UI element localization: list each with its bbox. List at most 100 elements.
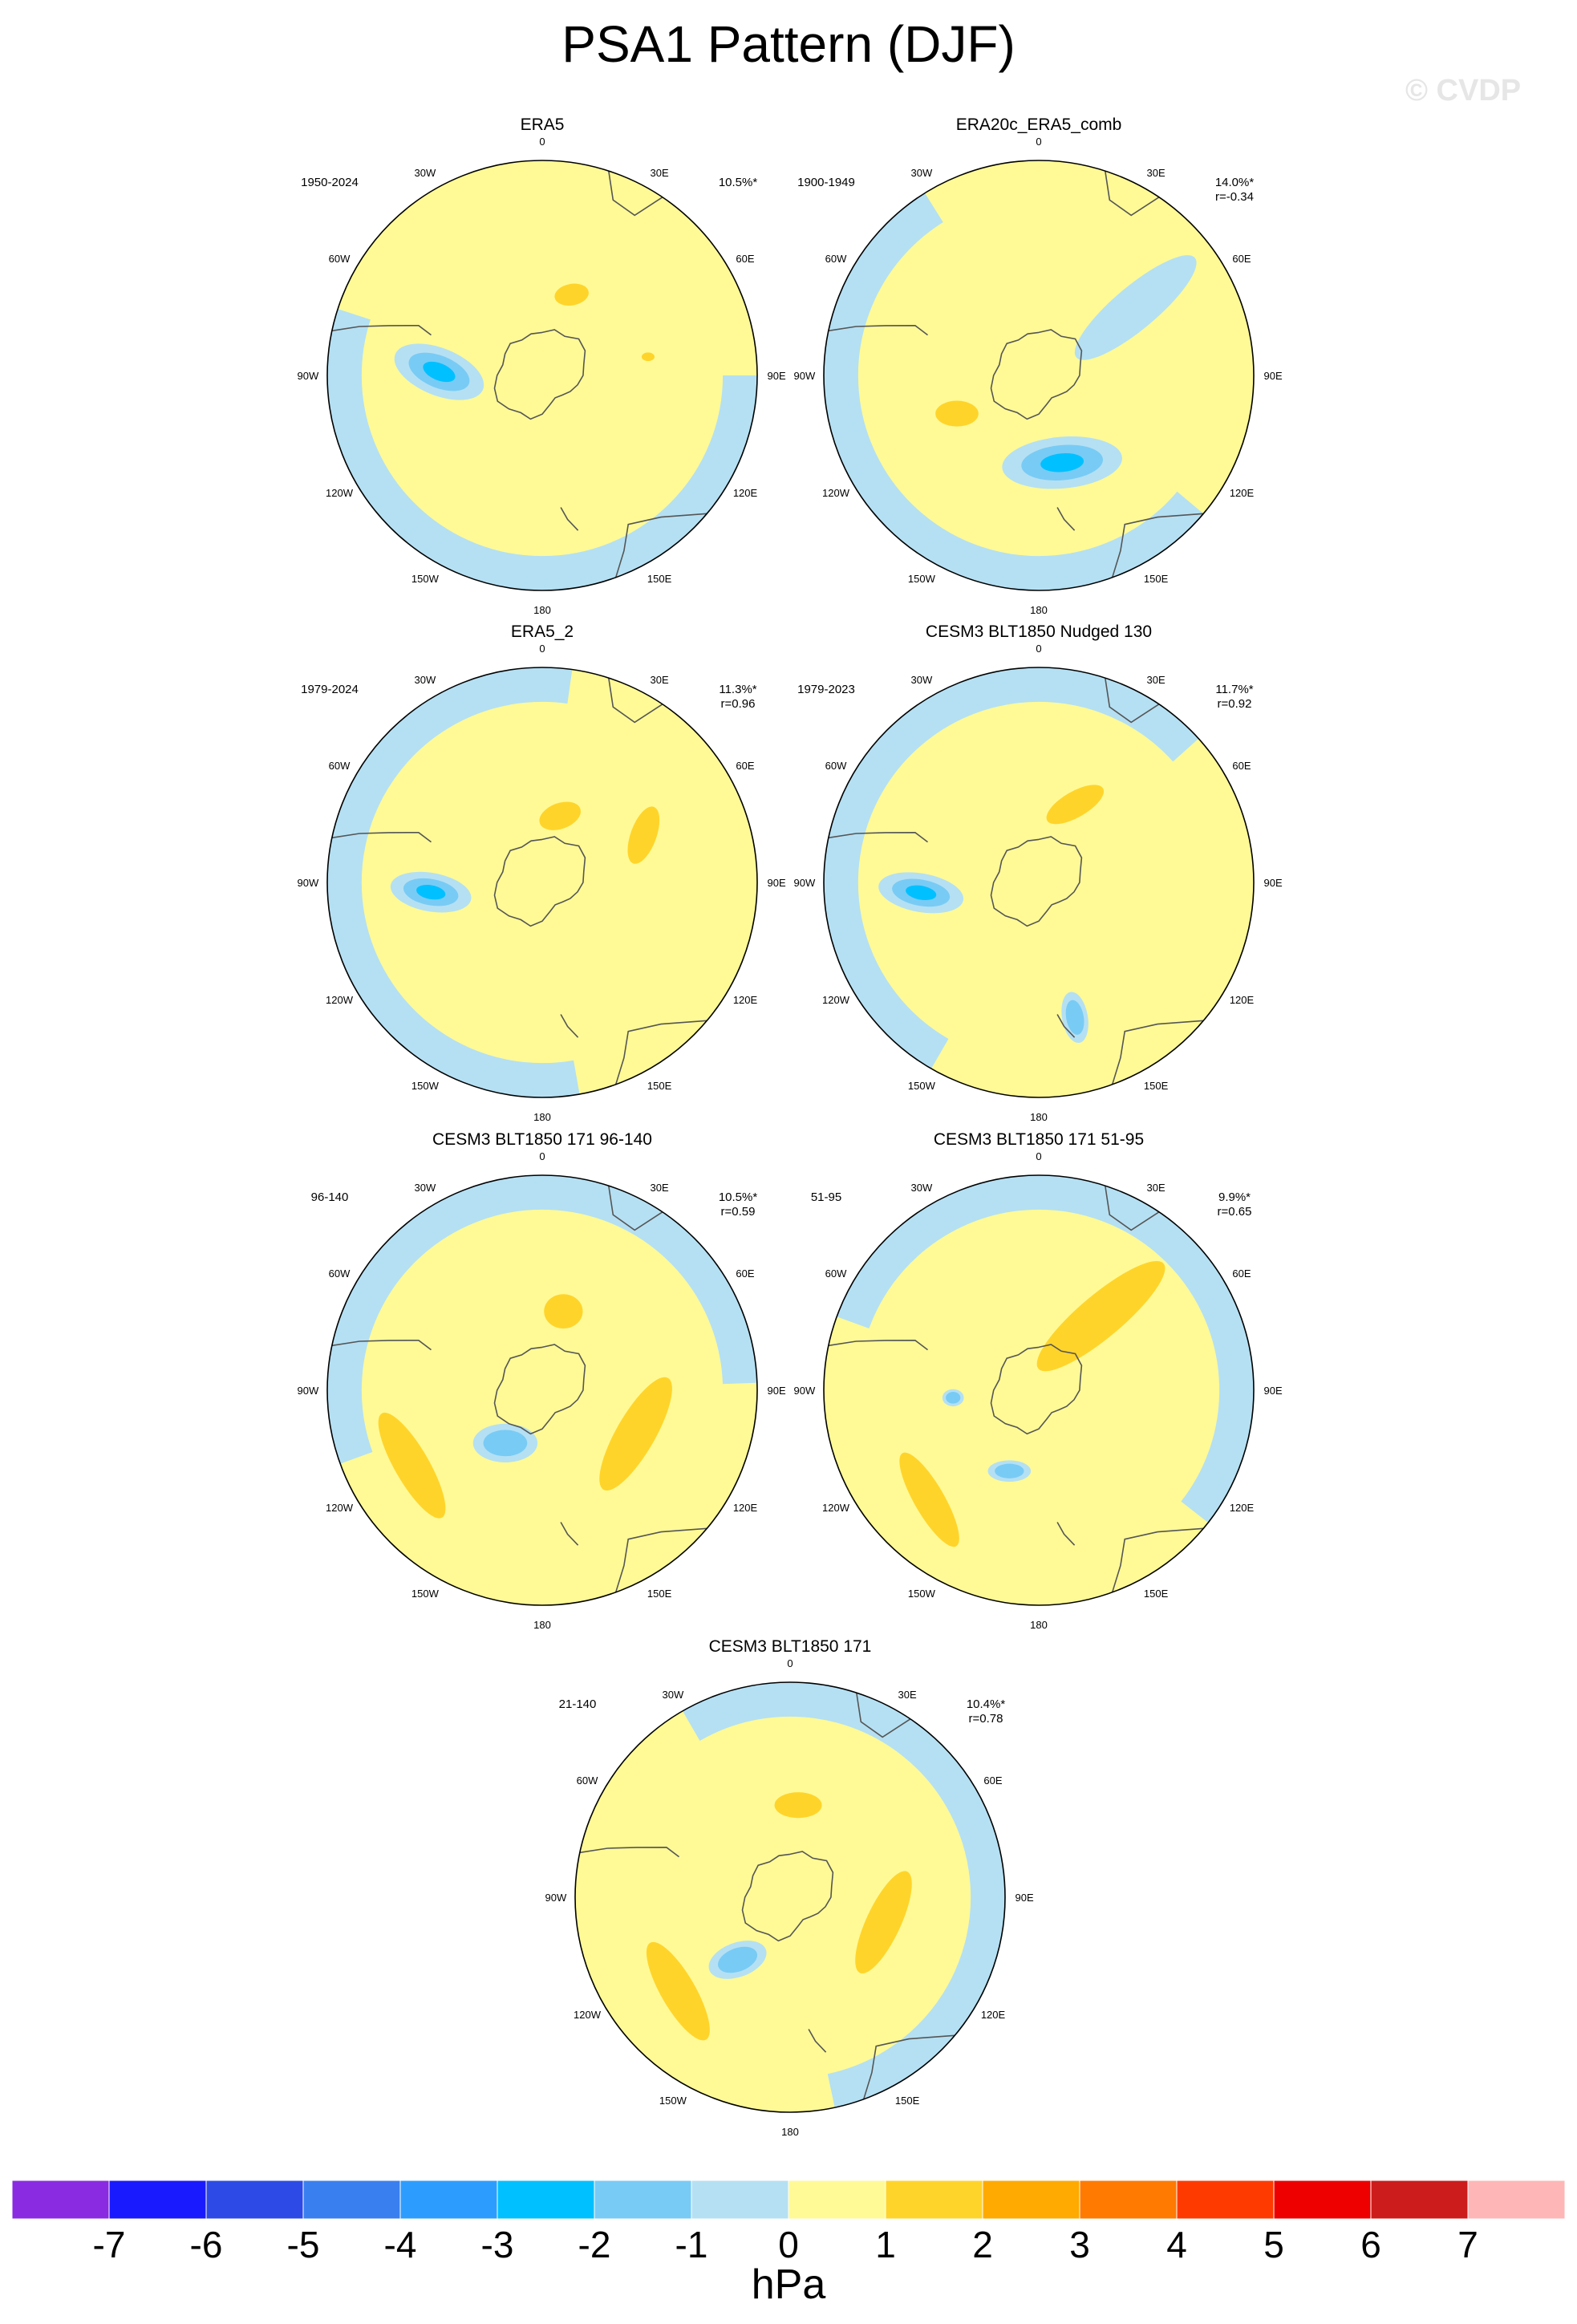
colorbar-tick-label: -1 — [675, 2224, 708, 2265]
contour-field — [824, 1175, 1254, 1605]
map-boundary — [326, 667, 758, 1098]
colorbar-tick-label: 5 — [1263, 2224, 1284, 2265]
longitude-label: 60W — [577, 1774, 598, 1787]
panel-title: CESM3 BLT1850 171 51-95 — [934, 1130, 1144, 1149]
colorbar-tick-label: -5 — [287, 2224, 320, 2265]
negative-anomaly — [1074, 255, 1197, 360]
map-panel: ERA20c_ERA5_comb 1900-1949 14.0%*r=-0.34 0 3… — [794, 116, 1283, 616]
longitude-label: 150E — [1144, 573, 1169, 585]
negative-anomaly — [718, 1946, 758, 1973]
longitude-label: 60E — [983, 1774, 1002, 1787]
new-zealand-coastline — [808, 2029, 827, 2053]
longitude-label: 0 — [539, 136, 545, 148]
contour-field — [824, 667, 1254, 1097]
australia-coastline — [614, 1527, 707, 1593]
australia-coastline — [1111, 1527, 1204, 1593]
africa-coastline — [608, 1185, 663, 1231]
colorbar-tick-label: -2 — [578, 2224, 611, 2265]
period-label: 1979-2023 — [797, 683, 855, 696]
longitude-label: 120W — [822, 1502, 850, 1514]
new-zealand-coastline — [560, 1522, 579, 1546]
south-america-coastline — [331, 1339, 432, 1351]
variance-percent: 10.5%* — [719, 176, 758, 189]
longitude-label: 30W — [911, 1182, 933, 1194]
longitude-label: 150W — [908, 573, 936, 585]
longitude-label: 30E — [1147, 1182, 1166, 1194]
longitude-label: 30E — [651, 167, 669, 179]
longitude-label: 60E — [736, 253, 754, 265]
longitude-label: 0 — [539, 1150, 545, 1162]
longitude-label: 30E — [1147, 167, 1166, 179]
colorbar-tick-label: 4 — [1166, 2224, 1187, 2265]
panel-title: CESM3 BLT1850 171 — [709, 1637, 872, 1656]
antarctica-coastline — [493, 329, 586, 420]
positive-anomaly — [855, 1871, 912, 1974]
variance-percent: 11.3%* — [719, 683, 756, 696]
colorbar-tick-label: -6 — [190, 2224, 223, 2265]
africa-coastline — [1105, 170, 1160, 217]
longitude-label: 90E — [1264, 370, 1283, 382]
positive-anomaly — [1036, 1261, 1166, 1372]
variance-percent: 10.4%* — [967, 1697, 1006, 1711]
longitude-label: 30W — [911, 167, 933, 179]
negative-band — [824, 1175, 1254, 1605]
longitude-label: 60E — [736, 760, 754, 772]
positive-anomaly — [378, 1412, 446, 1519]
longitude-label: 150W — [411, 1080, 440, 1092]
map-boundary — [326, 1174, 758, 1606]
negative-anomaly — [995, 1463, 1024, 1478]
longitude-label: 30W — [911, 674, 933, 686]
variance-percent: 9.9%* — [1218, 1190, 1251, 1204]
africa-coastline — [608, 677, 663, 724]
longitude-label: 90E — [768, 877, 786, 889]
longitude-label: 30W — [663, 1689, 684, 1701]
colorbar-tick-label: 7 — [1457, 2224, 1478, 2265]
antarctica-coastline — [990, 836, 1083, 927]
colorbar-swatch — [399, 2180, 498, 2220]
colorbar-swatch — [594, 2180, 692, 2220]
longitude-label: 0 — [539, 643, 545, 655]
period-label: 1950-2024 — [301, 176, 359, 189]
longitude-label: 60W — [825, 1267, 847, 1280]
longitude-label: 120E — [1230, 1502, 1255, 1514]
australia-coastline — [614, 1020, 707, 1085]
panel-title: ERA5 — [521, 116, 565, 134]
south-america-coastline — [331, 831, 432, 843]
africa-coastline — [856, 1692, 911, 1738]
longitude-label: 120E — [1230, 487, 1255, 499]
longitude-label: 90E — [1264, 1385, 1283, 1397]
negative-band — [327, 160, 757, 590]
map-panel: CESM3 BLT1850 171 21-140 10.4%*r=0.78 0 30E 6… — [545, 1637, 1034, 2138]
colorbar-tick-label: -3 — [481, 2224, 514, 2265]
longitude-label: 60W — [825, 760, 847, 772]
colorbar-tick-label: 6 — [1360, 2224, 1381, 2265]
variance-percent: 11.7%* — [1215, 683, 1253, 696]
panel-title: ERA20c_ERA5_comb — [956, 116, 1122, 134]
positive-anomaly — [899, 1452, 959, 1547]
colorbar-swatch — [1467, 2180, 1566, 2220]
negative-anomaly — [423, 361, 456, 383]
longitude-label: 120E — [1230, 994, 1255, 1006]
longitude-label: 0 — [1036, 643, 1041, 655]
negative-anomaly — [1040, 452, 1084, 473]
longitude-label: 90W — [298, 370, 319, 382]
longitude-label: 90E — [768, 1385, 786, 1397]
positive-anomaly — [554, 283, 589, 306]
longitude-label: 90W — [298, 1385, 319, 1397]
new-zealand-coastline — [1056, 1014, 1076, 1038]
period-label: 1900-1949 — [797, 176, 855, 189]
longitude-label: 150W — [908, 1080, 936, 1092]
new-zealand-coastline — [1056, 507, 1076, 531]
contour-field — [575, 1682, 1005, 2112]
colorbar-swatch — [11, 2180, 110, 2220]
longitude-label: 30W — [415, 167, 436, 179]
colorbar-tick-label: -7 — [93, 2224, 126, 2265]
australia-coastline — [1111, 513, 1204, 578]
longitude-label: 150E — [1144, 1588, 1169, 1600]
longitude-label: 120E — [733, 487, 758, 499]
colorbar-tick-label: 3 — [1069, 2224, 1090, 2265]
longitude-label: 120W — [326, 1502, 354, 1514]
longitude-label: 180 — [781, 2126, 799, 2138]
colorbar-swatch — [691, 2180, 789, 2220]
antarctica-coastline — [990, 329, 1083, 420]
